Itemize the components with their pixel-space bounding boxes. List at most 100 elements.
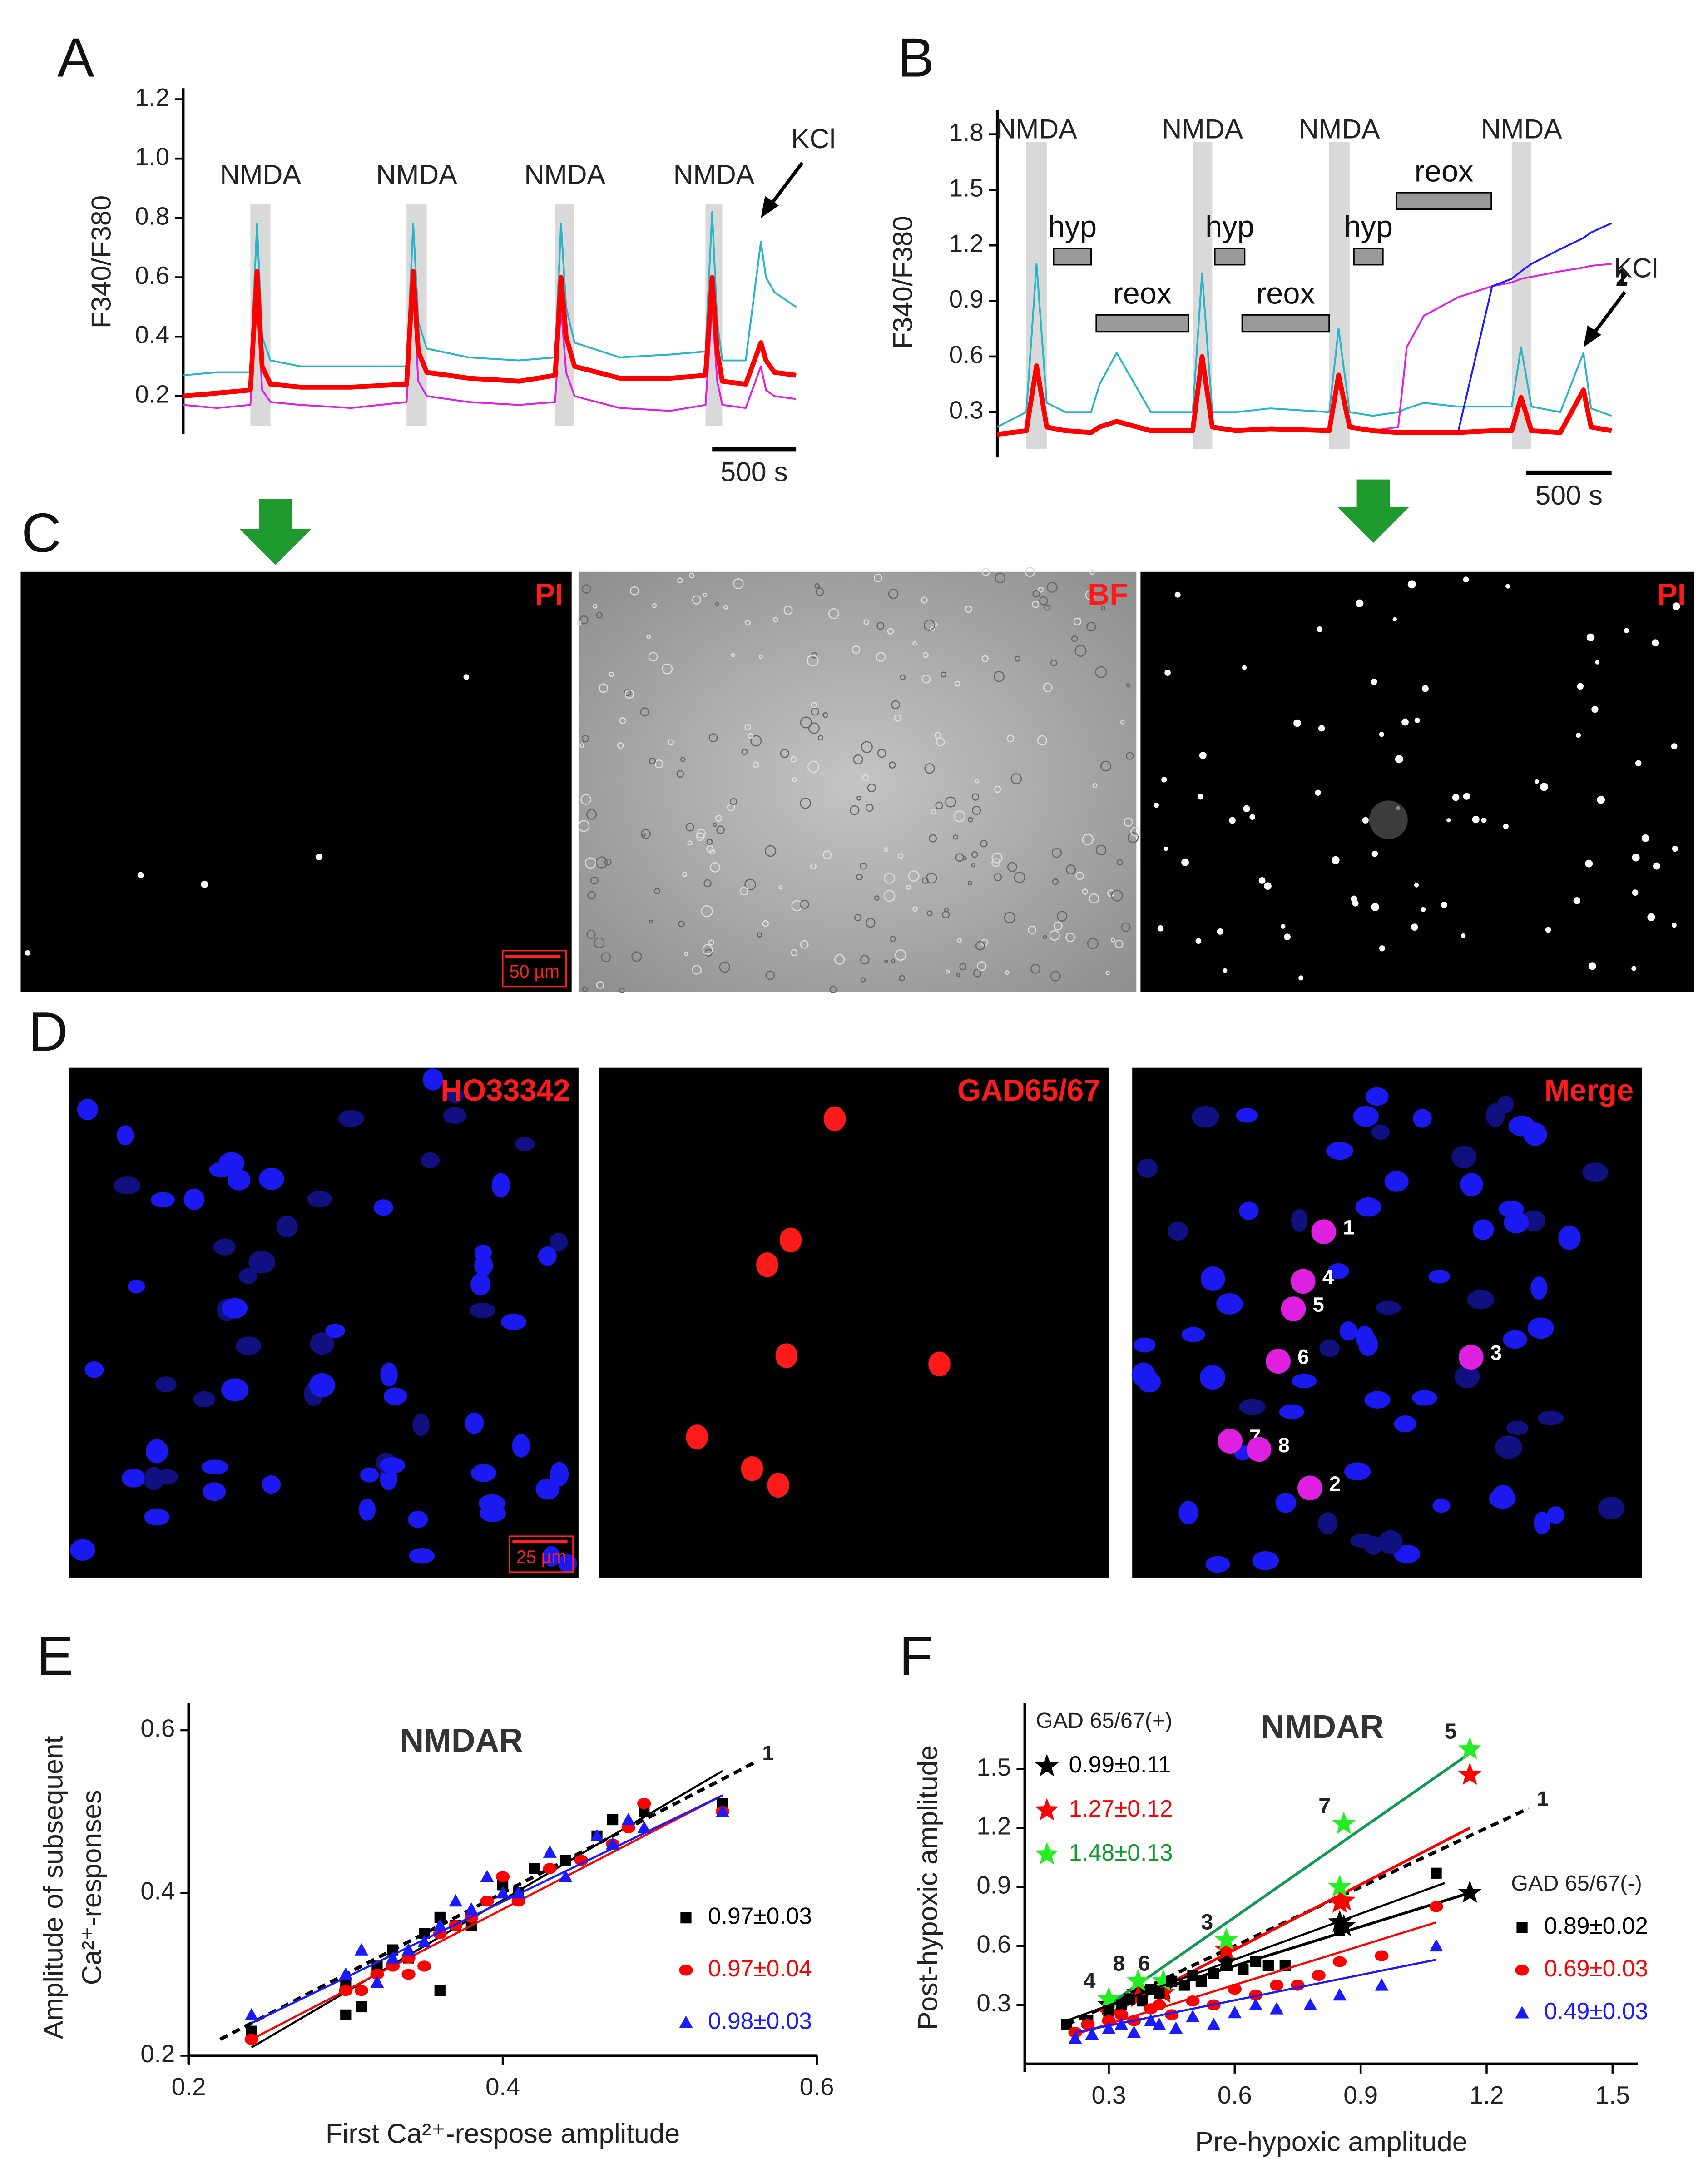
- cell: [956, 973, 960, 977]
- point: [605, 1837, 620, 1850]
- nucleus: [446, 1087, 464, 1103]
- cell: [860, 977, 866, 983]
- cell: [706, 839, 713, 845]
- cell: [708, 939, 714, 946]
- nucleus: [373, 1199, 393, 1216]
- legend-title: GAD 65/67(-): [1511, 1871, 1642, 1896]
- cell: [580, 794, 591, 805]
- gad-cell: [741, 1456, 763, 1481]
- cell: [975, 779, 979, 784]
- point-label: 3: [1201, 1910, 1213, 1934]
- cell: [1085, 590, 1095, 601]
- nucleus: [535, 1478, 560, 1500]
- nucleus: [1467, 1290, 1494, 1310]
- nucleus: [1181, 1327, 1205, 1342]
- cell: [1043, 682, 1053, 692]
- cell: [677, 577, 683, 584]
- cell: [595, 856, 608, 869]
- cell: [1071, 635, 1078, 642]
- cell: [1223, 968, 1228, 973]
- cell: [876, 652, 886, 662]
- point: [1332, 1812, 1356, 1834]
- nucleus: [248, 1251, 275, 1274]
- nucleus: [550, 1462, 569, 1487]
- cell: [968, 817, 973, 823]
- cell: [959, 963, 967, 970]
- nucleus: [542, 1546, 560, 1567]
- scale-label: 25 µm: [516, 1547, 566, 1567]
- cell-label: 6: [1297, 1345, 1309, 1369]
- stimulus-label: NMDA: [1481, 113, 1562, 144]
- cell: [1280, 924, 1286, 929]
- cell-label: 3: [1490, 1341, 1502, 1365]
- cell: [619, 988, 625, 993]
- nucleus: [1279, 1404, 1304, 1419]
- cell: [1050, 971, 1061, 982]
- point: [1208, 1968, 1219, 1979]
- y-tick-label: 1.2: [976, 1812, 1011, 1840]
- cell: [975, 941, 985, 951]
- cell: [894, 714, 901, 722]
- cell: [1371, 679, 1377, 685]
- nucleus: [1167, 1221, 1188, 1241]
- cell: [1007, 862, 1017, 872]
- nucleus: [1138, 1371, 1161, 1393]
- cell: [648, 652, 658, 662]
- cell: [1379, 732, 1384, 737]
- gad-cell: [1297, 1475, 1322, 1501]
- point-label: 6: [1138, 1951, 1150, 1975]
- point: [1178, 1980, 1190, 1991]
- nucleus: [421, 1152, 440, 1168]
- nucleus: [1558, 1226, 1581, 1250]
- point: [356, 2001, 367, 2013]
- point: [339, 1985, 353, 1996]
- cell: [994, 785, 1001, 793]
- cell: [808, 722, 820, 734]
- cell: [652, 603, 657, 608]
- nucleus: [1326, 1142, 1353, 1160]
- cell: [757, 932, 762, 938]
- panel-label: F: [899, 1625, 933, 1687]
- cell: [741, 749, 748, 755]
- cell: [884, 959, 888, 964]
- nucleus: [1598, 1496, 1624, 1520]
- cell: [965, 606, 972, 613]
- cell: [594, 937, 605, 948]
- fit-line: [1108, 1752, 1471, 2006]
- nucleus: [145, 1439, 168, 1464]
- point-label: 7: [1318, 1794, 1331, 1818]
- point: [1327, 1874, 1352, 1897]
- point: [1214, 1927, 1238, 1951]
- cell: [1032, 590, 1040, 598]
- cell: [590, 876, 599, 885]
- cell: [877, 749, 886, 758]
- cell: [1652, 639, 1659, 647]
- cell: [624, 689, 634, 699]
- scale-box: [502, 950, 567, 988]
- point: [574, 1855, 589, 1866]
- cell: [750, 735, 762, 747]
- nucleus: [203, 1482, 226, 1501]
- cell: [1086, 622, 1096, 632]
- nucleus: [117, 1125, 134, 1146]
- nucleus: [84, 1361, 104, 1378]
- cell: [1087, 938, 1099, 949]
- nucleus: [558, 1554, 577, 1573]
- cell: [316, 854, 323, 860]
- cell: [765, 970, 775, 980]
- cell: [1030, 964, 1041, 974]
- cell: [814, 583, 820, 589]
- cell: [1362, 817, 1369, 824]
- cell: [1161, 777, 1167, 783]
- cell: [852, 645, 861, 654]
- point: [637, 1798, 651, 1809]
- gad-cell: [779, 1227, 802, 1253]
- y-axis-label: Ca²⁺-responses: [76, 1790, 107, 1985]
- cell: [1298, 975, 1304, 981]
- nucleus: [1432, 1499, 1451, 1513]
- gad-cell: [1281, 1296, 1306, 1321]
- y-tick-label: 0.3: [976, 1989, 1011, 2017]
- nucleus: [227, 1169, 251, 1191]
- cell: [922, 652, 929, 658]
- nucleus: [222, 1298, 248, 1319]
